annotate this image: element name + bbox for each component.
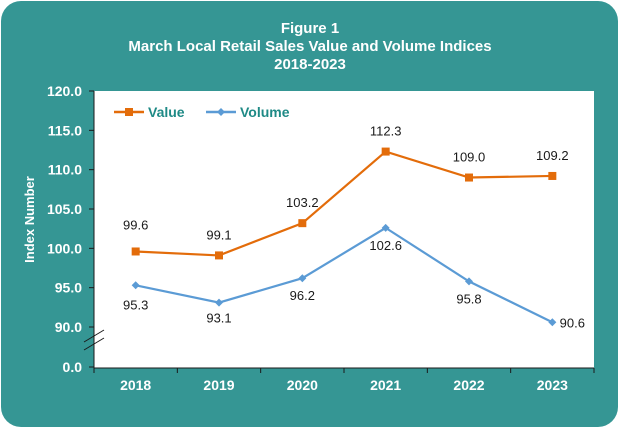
y-tick-label: 115.0 bbox=[48, 122, 82, 138]
data-label-value: 99.6 bbox=[123, 217, 148, 232]
data-point-value bbox=[381, 147, 390, 156]
data-label-volume: 93.1 bbox=[206, 311, 231, 326]
y-tick-label: 95.0 bbox=[55, 280, 82, 296]
data-label-volume: 95.3 bbox=[123, 297, 148, 312]
axis-break-mark bbox=[83, 329, 105, 343]
y-tick-label: 105.0 bbox=[47, 201, 82, 217]
data-label-value: 103.2 bbox=[286, 195, 319, 210]
data-point-value bbox=[131, 247, 140, 256]
data-point-value bbox=[465, 173, 473, 182]
data-point-volume bbox=[298, 274, 307, 283]
data-point-volume bbox=[215, 298, 223, 307]
legend-marker-value bbox=[125, 108, 133, 116]
x-tick-label: 2020 bbox=[287, 377, 318, 393]
data-point-volume bbox=[465, 277, 473, 286]
chart-title-line-3: 2018-2023 bbox=[274, 56, 346, 73]
series-line-value bbox=[135, 150, 553, 257]
data-point-value bbox=[215, 251, 223, 260]
data-label-volume: 90.6 bbox=[560, 315, 585, 330]
x-tick-label: 2018 bbox=[120, 377, 151, 393]
data-label-value: 99.1 bbox=[206, 227, 231, 242]
data-label-value: 109.2 bbox=[536, 148, 569, 163]
legend-label-volume: Volume bbox=[240, 104, 290, 120]
x-tick-label: 2021 bbox=[370, 377, 401, 393]
data-point-value bbox=[298, 219, 307, 228]
axis-break-mark bbox=[83, 337, 105, 351]
data-point-value bbox=[548, 171, 557, 180]
data-label-value: 109.0 bbox=[453, 150, 486, 165]
x-tick-label: 2022 bbox=[453, 377, 484, 393]
y-tick-label: 100.0 bbox=[47, 240, 82, 256]
plot-area bbox=[94, 91, 594, 368]
y-axis-title: Index Number bbox=[22, 176, 37, 263]
y-tick-label: 110.0 bbox=[48, 162, 82, 178]
x-tick-label: 2019 bbox=[203, 377, 234, 393]
x-tick-label: 2023 bbox=[537, 377, 568, 393]
chart-title-line-1: Figure 1 bbox=[280, 20, 340, 37]
y-tick-label: 0.0 bbox=[63, 359, 83, 375]
legend-marker-volume bbox=[217, 108, 225, 116]
y-tick-label: 90.0 bbox=[55, 319, 82, 335]
data-label-value: 112.3 bbox=[370, 124, 402, 139]
legend-label-value: Value bbox=[148, 104, 185, 120]
data-label-volume: 102.6 bbox=[369, 238, 402, 253]
data-label-volume: 95.8 bbox=[456, 291, 481, 306]
data-point-volume bbox=[131, 281, 140, 290]
data-label-volume: 96.2 bbox=[290, 288, 315, 303]
y-tick-label: 120.0 bbox=[47, 83, 82, 99]
data-point-volume bbox=[548, 318, 557, 327]
series-line-volume bbox=[135, 226, 553, 324]
data-point-volume bbox=[381, 223, 390, 232]
chart-title-line-2: March Local Retail Sales Value and Volum… bbox=[128, 38, 492, 55]
